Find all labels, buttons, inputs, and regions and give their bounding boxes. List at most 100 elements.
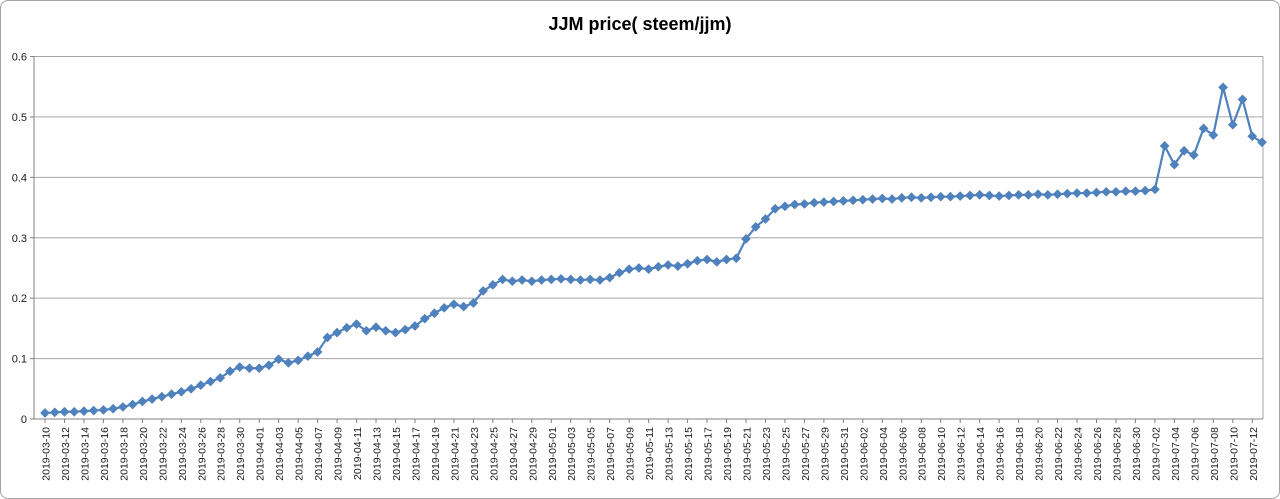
svg-text:2019-04-25: 2019-04-25: [488, 427, 500, 481]
data-point-marker: [1159, 140, 1170, 151]
data-point-marker: [1052, 189, 1063, 200]
data-point-marker: [176, 386, 187, 397]
svg-text:2019-06-26: 2019-06-26: [1092, 427, 1104, 481]
svg-text:2019-06-22: 2019-06-22: [1053, 427, 1065, 481]
data-point-marker: [400, 324, 411, 335]
data-point-marker: [692, 255, 703, 266]
data-point-marker: [741, 234, 751, 244]
svg-text:0.5: 0.5: [12, 112, 27, 124]
svg-text:2019-03-30: 2019-03-30: [235, 427, 247, 481]
svg-text:0.1: 0.1: [12, 354, 27, 366]
data-point-marker: [624, 264, 635, 275]
data-point-marker: [1188, 150, 1199, 160]
svg-text:2019-04-23: 2019-04-23: [469, 427, 481, 481]
data-point-marker: [721, 254, 732, 265]
data-point-marker: [984, 190, 995, 201]
data-point-marker: [789, 199, 800, 210]
svg-text:2019-07-08: 2019-07-08: [1209, 427, 1221, 481]
data-point-marker: [263, 360, 274, 371]
svg-text:2019-05-07: 2019-05-07: [605, 427, 617, 481]
data-point-marker: [1013, 189, 1024, 200]
svg-text:2019-06-20: 2019-06-20: [1034, 427, 1046, 481]
svg-text:2019-05-29: 2019-05-29: [819, 427, 831, 481]
svg-text:2019-04-11: 2019-04-11: [352, 427, 364, 480]
data-point-marker: [458, 301, 469, 312]
svg-text:2019-04-09: 2019-04-09: [333, 427, 345, 481]
data-point-marker: [575, 275, 586, 285]
data-point-marker: [604, 272, 615, 283]
data-point-marker: [98, 404, 109, 415]
data-point-marker: [341, 322, 352, 333]
svg-text:2019-06-02: 2019-06-02: [858, 427, 870, 481]
data-point-marker: [1101, 186, 1112, 197]
data-point-marker: [49, 407, 60, 418]
svg-text:2019-04-27: 2019-04-27: [508, 427, 520, 481]
svg-text:2019-05-27: 2019-05-27: [800, 427, 812, 481]
data-point-marker: [643, 264, 654, 275]
data-point-marker: [1023, 189, 1034, 200]
svg-text:2019-05-19: 2019-05-19: [722, 427, 734, 481]
data-point-marker: [1130, 186, 1141, 197]
data-point-marker: [254, 363, 265, 374]
data-point-marker: [809, 197, 820, 208]
data-point-marker: [828, 196, 839, 207]
data-point-marker: [838, 195, 849, 206]
data-point-marker: [312, 346, 323, 357]
data-point-marker: [653, 261, 664, 272]
data-point-marker: [779, 201, 790, 212]
data-point-marker: [419, 313, 430, 324]
svg-text:2019-06-06: 2019-06-06: [897, 427, 909, 481]
data-point-marker: [429, 308, 440, 319]
data-point-marker: [1140, 185, 1151, 196]
svg-text:2019-03-28: 2019-03-28: [216, 427, 228, 481]
data-point-marker: [887, 194, 897, 205]
data-point-marker: [1111, 186, 1121, 197]
data-point-marker: [633, 263, 644, 273]
data-point-marker: [750, 221, 761, 232]
data-point-marker: [945, 191, 956, 202]
data-point-marker: [955, 191, 966, 202]
data-point-marker: [410, 321, 420, 331]
data-point-marker: [380, 325, 391, 336]
svg-text:2019-05-11: 2019-05-11: [644, 427, 656, 480]
svg-text:2019-07-10: 2019-07-10: [1228, 427, 1240, 481]
data-point-marker: [1149, 184, 1160, 195]
data-point-marker: [1042, 189, 1053, 200]
svg-text:2019-05-01: 2019-05-01: [547, 427, 559, 481]
data-point-marker: [302, 351, 313, 362]
data-point-marker: [1062, 188, 1073, 199]
data-point-marker: [585, 274, 596, 285]
data-point-marker: [1179, 145, 1190, 156]
data-point-marker: [1091, 187, 1102, 198]
svg-text:2019-04-01: 2019-04-01: [255, 427, 267, 481]
data-point-marker: [69, 406, 80, 417]
svg-text:2019-07-06: 2019-07-06: [1189, 427, 1201, 481]
data-point-marker: [1208, 130, 1219, 140]
data-point-marker: [565, 274, 576, 285]
data-point-marker: [731, 253, 742, 264]
svg-text:2019-06-14: 2019-06-14: [975, 427, 987, 481]
data-point-marker: [78, 406, 89, 417]
data-point-marker: [682, 258, 693, 269]
svg-text:2019-03-16: 2019-03-16: [99, 427, 111, 481]
data-point-marker: [361, 325, 372, 336]
svg-text:0: 0: [21, 414, 27, 426]
data-point-marker: [974, 189, 985, 200]
svg-text:2019-04-07: 2019-04-07: [313, 427, 325, 481]
data-point-marker: [487, 279, 498, 290]
data-point-marker: [497, 274, 508, 285]
svg-text:2019-03-18: 2019-03-18: [118, 427, 130, 481]
data-point-marker: [117, 401, 128, 412]
data-point-marker: [916, 192, 927, 203]
data-point-marker: [478, 285, 489, 296]
data-point-marker: [332, 327, 343, 338]
svg-text:2019-03-12: 2019-03-12: [60, 427, 72, 481]
data-point-marker: [1169, 159, 1180, 170]
svg-text:2019-06-24: 2019-06-24: [1073, 427, 1085, 481]
data-point-marker: [1237, 94, 1248, 105]
svg-text:2019-05-05: 2019-05-05: [586, 427, 598, 481]
data-point-marker: [371, 322, 381, 333]
data-point-marker: [507, 276, 518, 287]
svg-text:2019-05-31: 2019-05-31: [839, 427, 851, 481]
